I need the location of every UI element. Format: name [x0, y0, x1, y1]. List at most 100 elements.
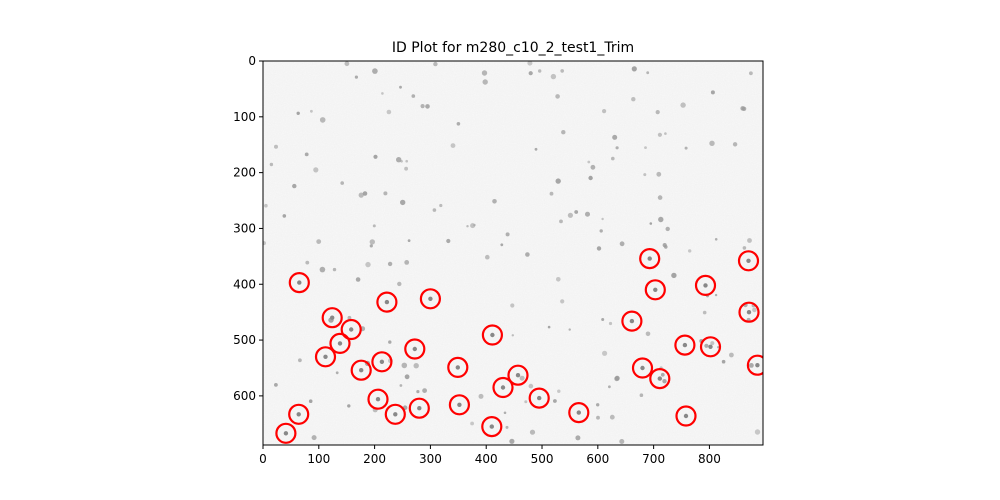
detected-particle [297, 280, 302, 285]
particle [611, 156, 615, 161]
particle [538, 69, 542, 73]
particle [263, 241, 266, 246]
particle [354, 75, 358, 79]
particle [282, 214, 287, 218]
particle [631, 66, 637, 72]
particle [358, 192, 364, 198]
particle [416, 390, 420, 394]
particle [519, 375, 525, 381]
particle [754, 429, 761, 435]
particle [714, 238, 718, 241]
particle [439, 203, 443, 208]
particle [396, 157, 402, 163]
particle [665, 226, 670, 232]
x-tick-label: 700 [642, 452, 665, 466]
particle [478, 393, 484, 399]
detection-marker [447, 356, 469, 378]
particle [405, 159, 409, 163]
detection-marker [288, 272, 310, 294]
y-tick-label: 0 [248, 54, 256, 68]
detected-particle [379, 359, 385, 364]
particle [645, 331, 651, 337]
particle [344, 61, 350, 67]
detected-particle [428, 296, 433, 301]
particle [404, 374, 410, 380]
detected-particle [412, 346, 417, 352]
particle [466, 225, 469, 228]
particle [340, 181, 345, 185]
detection-marker [481, 324, 503, 346]
particle [587, 160, 591, 164]
particle [310, 109, 313, 113]
x-tick-label: 400 [475, 452, 498, 466]
particle [575, 435, 581, 441]
particle [319, 117, 326, 123]
detected-particle [359, 368, 364, 373]
particle [456, 122, 461, 126]
detection-marker [314, 346, 337, 368]
particle [553, 399, 557, 403]
detected-particle [500, 385, 506, 390]
particle [316, 239, 322, 245]
y-tick-label: 300 [233, 221, 256, 235]
detected-particle [755, 363, 760, 368]
detected-particle [657, 376, 662, 381]
particle [655, 110, 660, 115]
x-tick-label: 0 [259, 452, 267, 466]
particle [639, 393, 644, 398]
particle [550, 73, 557, 80]
particle [528, 71, 533, 76]
particle [362, 191, 368, 196]
particle [413, 363, 419, 369]
particle [422, 388, 427, 393]
detection-marker [738, 301, 760, 323]
particle [602, 109, 607, 114]
particle [399, 384, 403, 387]
detected-particle [457, 402, 462, 407]
particle [481, 70, 488, 76]
particle [656, 171, 662, 177]
particle [714, 293, 718, 297]
particle [274, 383, 278, 387]
detected-particle [629, 318, 635, 324]
detection-marker [568, 402, 590, 424]
detected-particle [746, 310, 752, 315]
particle [596, 403, 600, 407]
detected-particle [417, 406, 422, 411]
x-tick-label: 600 [586, 452, 609, 466]
particle [500, 243, 504, 247]
detected-particle [653, 287, 658, 292]
detection-marker [631, 357, 654, 379]
detected-particle [330, 315, 335, 320]
particle [561, 130, 566, 135]
y-axis: 0 100 200 300 400 500 600 [233, 54, 263, 403]
particle [407, 239, 411, 243]
detection-marker [376, 291, 398, 313]
detected-particle [640, 365, 645, 371]
particle [397, 281, 402, 287]
detected-particle [283, 431, 289, 436]
particle [524, 400, 528, 404]
detected-particle [708, 344, 713, 349]
particle [560, 299, 565, 304]
particle [732, 142, 738, 147]
particle [485, 254, 490, 260]
x-tick-label: 100 [307, 452, 330, 466]
particle [612, 134, 618, 140]
particle [664, 132, 667, 135]
detection-marker [367, 388, 389, 410]
detection-marker [329, 332, 351, 354]
x-tick-label: 500 [531, 452, 554, 466]
detection-marker [275, 422, 297, 444]
particle [547, 325, 551, 329]
plot-frame [262, 60, 764, 446]
detection-marker [384, 403, 406, 425]
particle [505, 425, 509, 429]
particle [549, 191, 554, 196]
particle [660, 372, 665, 377]
detection-marker [507, 364, 529, 386]
detected-particle [683, 413, 689, 419]
detected-particle [647, 256, 652, 261]
x-axis: 0 100 200 300 400 500 600 700 800 [259, 445, 721, 466]
particle [510, 303, 515, 308]
